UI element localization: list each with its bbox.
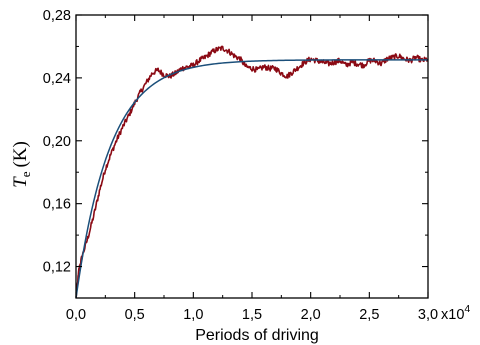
x-scale-exponent: 4 (464, 303, 470, 315)
x-scale-mantissa: x10 (441, 307, 464, 323)
x-tick-label: 0,0 (66, 307, 86, 323)
x-axis-scale-factor: x104 (441, 303, 470, 323)
y-tick-label: 0,28 (43, 8, 71, 24)
plot-frame (75, 14, 429, 299)
x-tick-label: 2,5 (359, 307, 379, 323)
x-tick-label: 2,0 (301, 307, 321, 323)
fit-curve-line (75, 59, 428, 299)
x-tick-label: 3,0 (418, 307, 438, 323)
x-tick-label: 0,5 (125, 307, 145, 323)
measured-trace-line (75, 45, 429, 298)
x-tick-label: 1,5 (242, 307, 262, 323)
y-axis-unit: (K) (10, 141, 31, 167)
plot-content (75, 45, 429, 299)
y-axis-title: Te (K) (10, 141, 33, 188)
y-axis-symbol: T (10, 176, 31, 188)
labels-layer: Periods of driving Te (K) x104 (10, 141, 470, 344)
axes-layer: 0,0 0,5 1,0 1,5 2,0 2,5 3,0 0,12 0,16 0,20 0,24 0,2… (43, 8, 438, 323)
y-tick-label: 0,12 (43, 260, 71, 276)
y-axis-subscript: e (18, 171, 33, 177)
x-axis-title: Periods of driving (195, 327, 319, 344)
y-tick-label: 0,24 (43, 71, 71, 87)
y-tick-label: 0,16 (43, 197, 71, 213)
y-tick-label: 0,20 (43, 134, 71, 150)
x-tick-label: 1,0 (183, 307, 203, 323)
